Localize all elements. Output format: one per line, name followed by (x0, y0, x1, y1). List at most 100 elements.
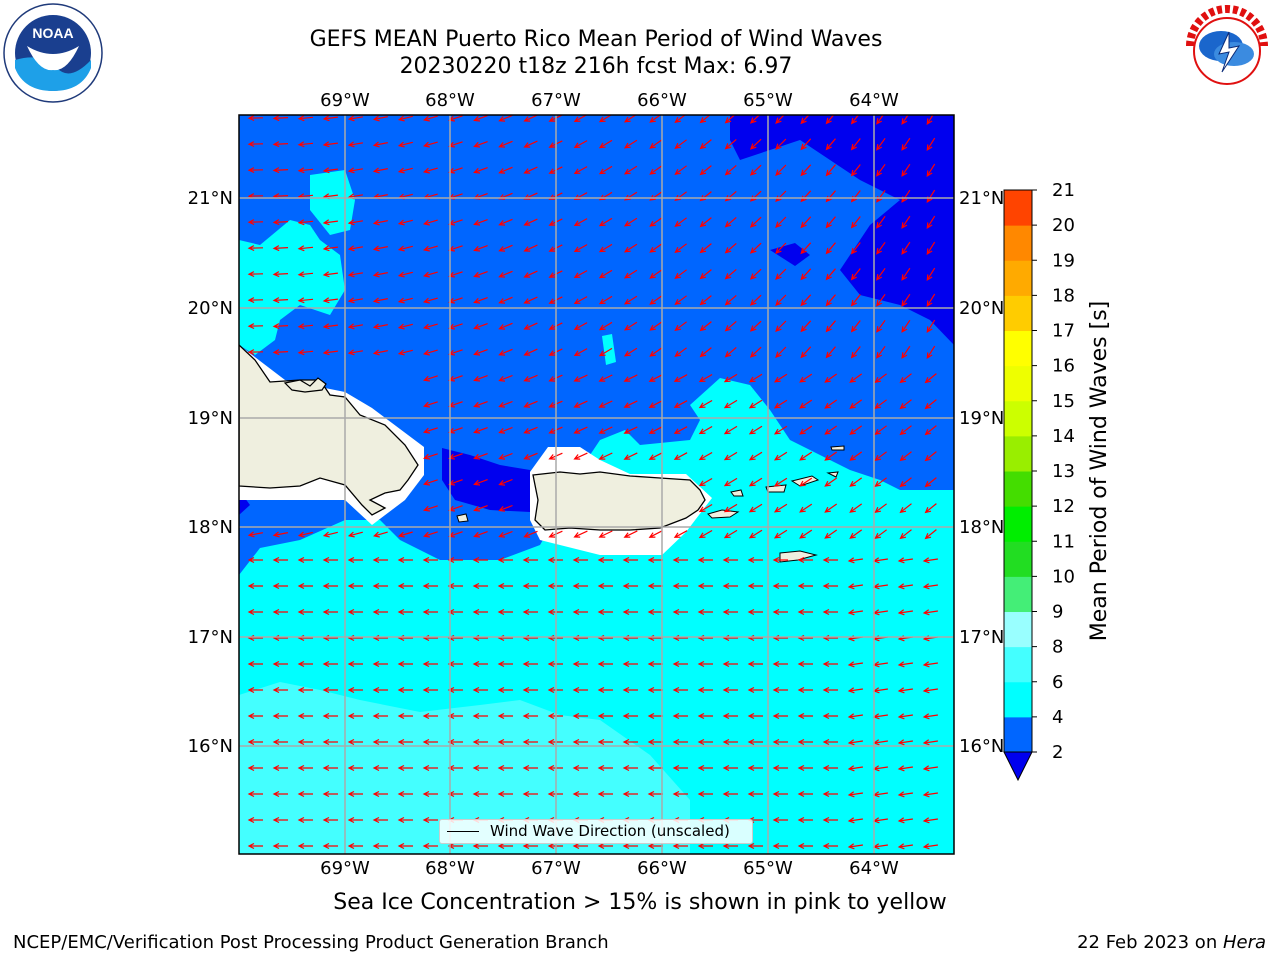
wind-wave-arrow (247, 531, 264, 538)
wind-wave-arrow (699, 269, 712, 280)
wind-wave-arrow (922, 713, 938, 720)
map-frame (238, 114, 955, 855)
wind-wave-arrow (722, 608, 738, 616)
wind-wave-arrow (272, 349, 289, 356)
wind-wave-arrow (322, 608, 338, 616)
colorbar-title: Mean Period of Wind Waves [s] (1087, 301, 1112, 641)
wind-wave-arrow (322, 686, 338, 694)
wind-wave-arrow (423, 531, 438, 538)
wind-wave-arrow (649, 269, 663, 279)
wind-wave-arrow (648, 452, 663, 460)
wind-wave-arrow (322, 531, 338, 538)
wind-wave-arrow (673, 452, 688, 460)
wind-wave-arrow (800, 268, 812, 281)
wind-wave-arrow (749, 164, 762, 176)
wind-wave-arrow (572, 790, 588, 798)
wind-wave-arrow (447, 608, 463, 616)
wind-wave-arrow (272, 764, 288, 772)
wind-wave-arrow (672, 556, 688, 564)
wind-wave-arrow (522, 660, 538, 668)
lat-tick: 18°N (188, 517, 233, 538)
wind-wave-arrow (773, 477, 788, 487)
wind-wave-arrow (347, 141, 364, 148)
wind-wave-arrow (674, 191, 687, 202)
wind-wave-arrow (822, 608, 838, 616)
wind-wave-arrow (749, 216, 762, 228)
wind-wave-arrow (473, 401, 488, 408)
wind-wave-arrow (924, 529, 937, 540)
wind-wave-arrow (347, 323, 364, 330)
wind-wave-arrow (372, 115, 388, 122)
wind-wave-arrow (723, 529, 738, 539)
wind-wave-arrow (847, 687, 863, 694)
wind-wave-arrow (497, 790, 513, 798)
wind-wave-arrow (797, 686, 813, 694)
wind-wave-arrow (422, 608, 438, 616)
wind-wave-arrow (672, 738, 688, 746)
wind-wave-arrow (322, 323, 338, 330)
wind-wave-arrow (724, 242, 737, 254)
wind-wave-arrow (573, 140, 588, 149)
lat-tick: 17°N (959, 627, 1004, 648)
wind-wave-arrow (901, 293, 911, 307)
wind-wave-arrow (247, 686, 263, 694)
wind-wave-arrow (647, 842, 663, 850)
wind-wave-arrow (724, 216, 737, 228)
wind-wave-arrow (422, 712, 438, 720)
wind-wave-arrow (297, 608, 313, 616)
field-under-ne (730, 115, 954, 345)
wind-wave-arrow (397, 816, 413, 824)
wind-wave-arrow (498, 218, 513, 226)
wind-wave-arrow (498, 322, 513, 330)
wind-wave-arrow (572, 556, 588, 564)
wind-wave-arrow (372, 738, 388, 746)
wind-wave-arrow (498, 244, 513, 252)
wind-wave-arrow (825, 242, 836, 255)
wind-wave-arrow (473, 219, 488, 226)
wind-wave-arrow (647, 556, 663, 564)
wind-wave-arrow (899, 399, 912, 410)
wind-wave-arrow (347, 764, 363, 772)
wind-wave-arrow (747, 582, 763, 590)
wind-wave-arrow (372, 608, 388, 616)
wind-wave-arrow (372, 842, 388, 850)
wind-wave-arrow (372, 712, 388, 720)
wind-wave-arrow (697, 608, 713, 616)
wind-wave-arrow (874, 477, 887, 488)
wind-wave-arrow (847, 557, 863, 564)
wind-wave-arrow (799, 425, 813, 435)
wind-wave-arrow (799, 399, 813, 409)
wind-wave-arrow (772, 764, 788, 772)
wind-wave-arrow (497, 608, 513, 616)
wind-wave-arrow (724, 346, 737, 358)
wind-wave-arrow (322, 349, 338, 356)
colorbar-segment (1004, 190, 1032, 226)
wind-wave-arrow (422, 660, 438, 668)
wind-wave-arrow (876, 241, 886, 255)
wind-wave-arrow (572, 738, 588, 746)
wind-wave-arrow (347, 245, 364, 252)
wind-wave-arrow (850, 164, 861, 177)
lat-tick: 19°N (959, 408, 1004, 429)
graticule (239, 115, 954, 854)
wind-wave-arrow (799, 373, 813, 383)
wind-wave-arrow (297, 271, 314, 278)
wind-wave-arrow (322, 219, 338, 226)
wind-wave-arrow (372, 297, 388, 304)
wind-wave-arrow (849, 373, 863, 383)
wind-wave-arrow (673, 426, 688, 434)
wind-wave-arrow (347, 608, 363, 616)
wind-wave-arrow (397, 245, 413, 252)
wind-wave-arrow (473, 323, 488, 330)
wind-wave-arrow (899, 373, 912, 384)
wind-wave-arrow (901, 267, 911, 281)
wind-wave-arrow (423, 141, 438, 148)
wind-wave-arrow (747, 686, 763, 694)
wind-wave-arrow (901, 215, 911, 229)
wind-wave-arrow (522, 712, 538, 720)
wind-wave-arrow (822, 816, 838, 824)
wind-wave-arrow (372, 141, 388, 148)
wind-wave-arrow (597, 660, 613, 668)
wind-wave-arrow (247, 582, 263, 590)
wind-wave-arrow (472, 556, 488, 564)
